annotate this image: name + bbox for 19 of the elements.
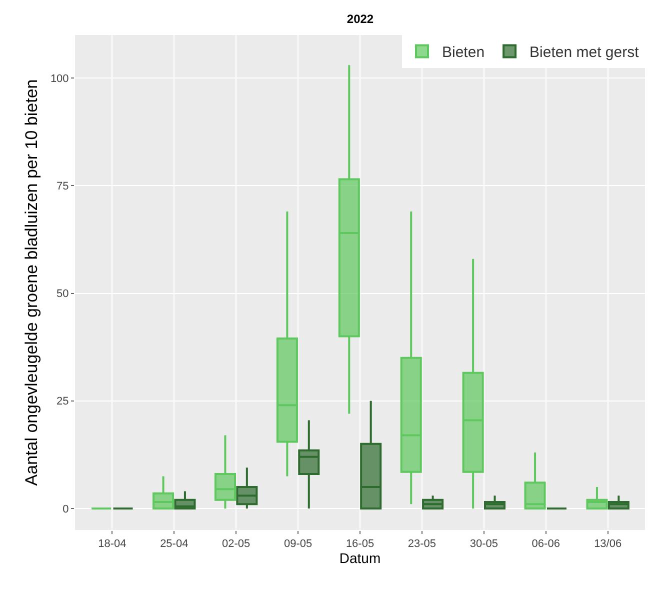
y-axis-title: Aantal ongevleugelde groene bladluizen per 10 bieten	[22, 79, 41, 486]
y-tick-label: 50	[56, 288, 69, 300]
legend-label: Bieten	[442, 44, 485, 62]
y-tick-label: 100	[50, 72, 69, 85]
x-tick-label: 16-05	[346, 538, 374, 550]
x-tick-label: 13/06	[594, 538, 622, 550]
chart-title: 2022	[346, 12, 374, 26]
legend-label: Bieten met gerst	[530, 44, 640, 62]
x-tick-label: 25-04	[160, 538, 188, 550]
x-tick-label: 02-05	[222, 538, 250, 550]
x-tick-label: 09-05	[284, 538, 312, 550]
x-tick-label: 18-04	[98, 538, 126, 550]
x-tick-label: 06-06	[532, 538, 560, 550]
y-tick-label: 25	[56, 396, 69, 408]
x-axis-title: Datum	[339, 550, 381, 566]
x-tick-label: 30-05	[470, 538, 498, 550]
y-tick-label: 0	[62, 503, 69, 516]
x-tick-label: 23-05	[408, 538, 436, 550]
y-tick-label: 75	[56, 180, 69, 192]
